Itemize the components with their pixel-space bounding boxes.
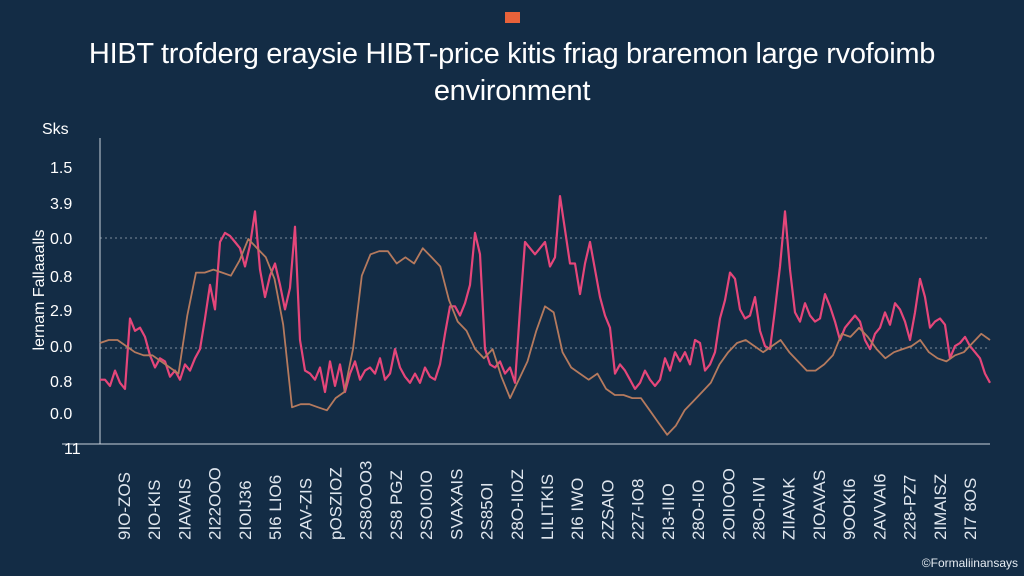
series-line-tan — [99, 238, 991, 436]
x-tick-label: 227-IO8 — [629, 479, 648, 540]
chart-title-line1: HIBT trofderg eraysie HIBT-price kitis f… — [88, 38, 936, 70]
credit-text: ©Formaliinansays — [921, 556, 1018, 570]
x-tick-label: 2IOIJ36 — [236, 480, 255, 540]
y-tick-label: 0.8 — [50, 374, 72, 391]
y-axis-label: lernam Fallaaalls — [31, 230, 48, 351]
grid-lines — [100, 237, 990, 349]
y-tick-label: 3.9 — [50, 196, 72, 213]
x-tick-label: 2S85OI — [478, 482, 497, 540]
x-tick-label: 2I6 IWO — [568, 478, 587, 540]
x-tick-label: pOSZIOZ — [327, 467, 346, 540]
x-tick-label: 9IO-ZOS — [115, 472, 134, 540]
x-tick-label: 2AVVAI6 — [870, 474, 889, 540]
x-tick-label: 28O-IIOZ — [508, 469, 527, 540]
series-lines — [99, 195, 991, 436]
x-tick-label: SVAXAIS — [447, 469, 466, 541]
x-tick-label: 2OIIOOO — [719, 468, 738, 540]
series-line-pink — [100, 195, 991, 394]
x-tick-label: 28O-IIVI — [750, 477, 769, 540]
x-tick-label: 28O-IIO — [689, 480, 708, 540]
x-tick-label: 2IOAVAS — [810, 470, 829, 540]
x-tick-label: 2IAVAIS — [175, 478, 194, 540]
y-tick-label: 1.5 — [50, 160, 72, 177]
x-tick-label: ZIIAVAK — [780, 477, 799, 540]
x-tick-label: 9OOKI6 — [840, 479, 859, 540]
y-tick-label: 0.8 — [50, 269, 72, 286]
y-tick-label: 0.0 — [50, 406, 72, 423]
x-tick-label: 2S8 PGZ — [387, 470, 406, 540]
x-tick-label: 2I3-IIIO — [659, 483, 678, 540]
x-tick-label: 2I7 8OS — [961, 478, 980, 540]
x-tick-label: 2AV-ZIS — [296, 478, 315, 540]
x-tick-labels: 9IO-ZOS 2IO-KIS 2IAVAIS 2I22OOO 2IOIJ36 5I6 L… — [115, 461, 980, 540]
x-tick-label: LILITKIS — [538, 474, 557, 540]
y-tick-label: 11 — [64, 441, 81, 458]
y-tick-label: 0.0 — [50, 339, 72, 356]
x-tick-label: 5I6 LIO6 — [266, 475, 285, 540]
x-tick-label: 2SOIOIO — [417, 470, 436, 540]
title-marker — [505, 12, 520, 23]
y-tick-labels: 1.5 3.9 0.0 0.8 2.9 0.0 0.8 0.0 11 — [50, 160, 81, 458]
chart-title-line2: environment — [433, 75, 591, 107]
x-tick-label: 2S8OOO3 — [357, 461, 376, 540]
y-top-label: Sks — [42, 121, 69, 138]
chart-title: HIBT trofderg eraysie HIBT-price kitis f… — [40, 36, 984, 110]
y-tick-label: 2.9 — [50, 303, 72, 320]
axes — [62, 138, 990, 445]
x-tick-label: 2IMAISZ — [931, 474, 950, 540]
x-tick-label: 2IO-KIS — [145, 480, 164, 540]
x-tick-label: 228-PZ7 — [901, 475, 920, 540]
x-tick-label: 2ZSAIO — [598, 480, 617, 540]
y-tick-label: 0.0 — [50, 231, 72, 248]
x-tick-label: 2I22OOO — [206, 467, 225, 540]
